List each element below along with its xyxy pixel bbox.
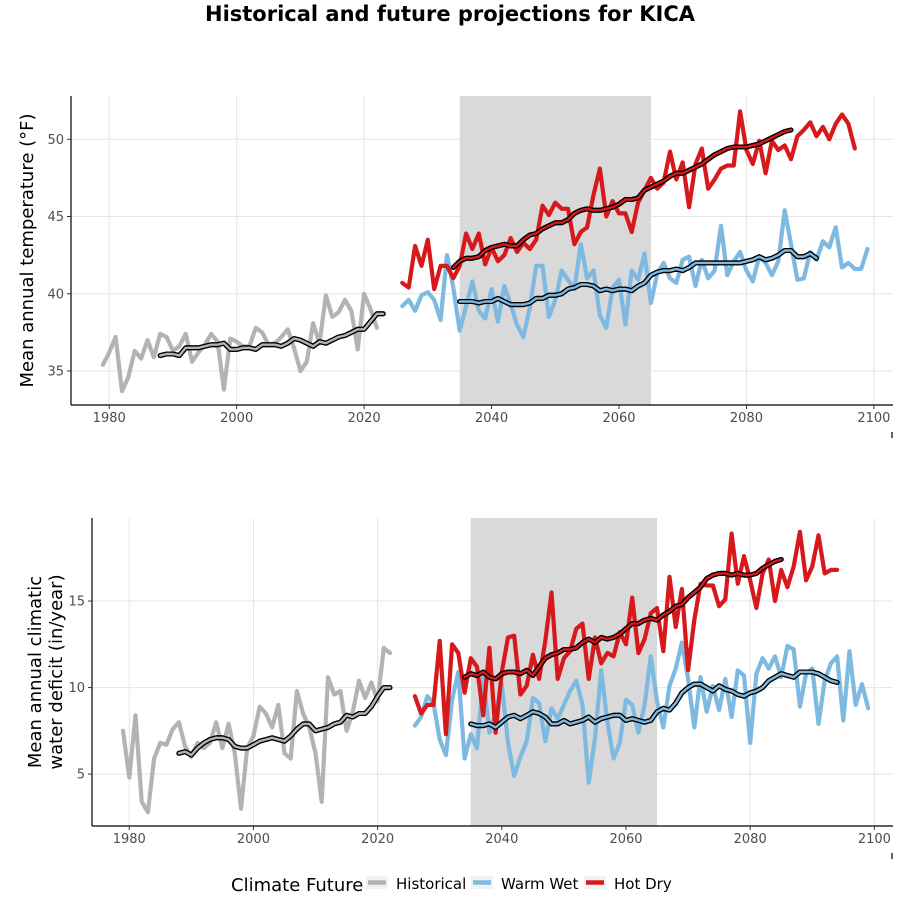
x-tick-label: 1980 (113, 832, 146, 847)
legend-title: Climate Future (231, 875, 363, 896)
y-tick-label: 10 (68, 681, 85, 696)
x-tick-label: 2080 (734, 832, 767, 847)
historical-line (100, 291, 379, 394)
series-group (120, 529, 871, 815)
x-tick-label: 2040 (485, 832, 518, 847)
y-axis-label-line: Mean annual climatic (25, 576, 46, 768)
y-tick-label: 5 (77, 768, 85, 783)
x-tick-label: 2060 (609, 832, 642, 847)
y-axis-label-line: water deficit (in/year) (46, 574, 67, 769)
series-group (100, 109, 870, 394)
chart-title: Historical and future projections for KI… (205, 2, 696, 26)
shaded-period (470, 518, 658, 826)
warm-wet-smoothed-line-top (458, 249, 818, 306)
warm-wet-smoothed-line-top (469, 670, 839, 729)
legend-label-hot-dry: Hot Dry (614, 875, 672, 893)
y-tick-label: 40 (47, 287, 64, 302)
x-tick-label: 2040 (475, 411, 508, 426)
x-tick-label: 2000 (220, 411, 253, 426)
y-axis-label: Mean annual temperature (°F) (17, 113, 38, 387)
hot-dry-smoothed-line-top (452, 128, 793, 269)
warm-wet-line (400, 208, 870, 340)
x-tick-label: 2080 (730, 411, 763, 426)
y-tick-label: 15 (68, 595, 85, 610)
y-tick-label: 35 (47, 365, 64, 380)
y-axis-label: Mean annual climaticwater deficit (in/ye… (25, 574, 67, 769)
legend-label-historical: Historical (396, 875, 466, 893)
x-tick-label: 2020 (361, 832, 394, 847)
x-tick-label: 2020 (348, 411, 381, 426)
y-tick-label: 45 (47, 210, 64, 225)
x-tick-label: 2100 (857, 411, 890, 426)
hot-dry-smoothed-line-top (463, 558, 783, 681)
historical-smoothed-line-top (177, 686, 392, 757)
x-tick-label: 2060 (602, 411, 635, 426)
historical-smoothed-line-top (158, 312, 385, 357)
historical-smoothed-outline-top (157, 311, 386, 359)
y-tick-label: 50 (47, 133, 64, 148)
temperature-panel: 1980 2000 2020 2040 2060 2080 2100 35 40 45 50 Mean… (17, 96, 893, 438)
legend-label-warm-wet: Warm Wet (501, 875, 579, 893)
x-tick-label: 2100 (858, 832, 891, 847)
legend: Climate Future Historical Warm Wet Hot Dry (231, 875, 672, 896)
historical-line (120, 645, 393, 815)
hot-dry-line (400, 109, 857, 292)
x-tick-label: 2000 (237, 832, 270, 847)
x-tick-label: 1980 (93, 411, 126, 426)
